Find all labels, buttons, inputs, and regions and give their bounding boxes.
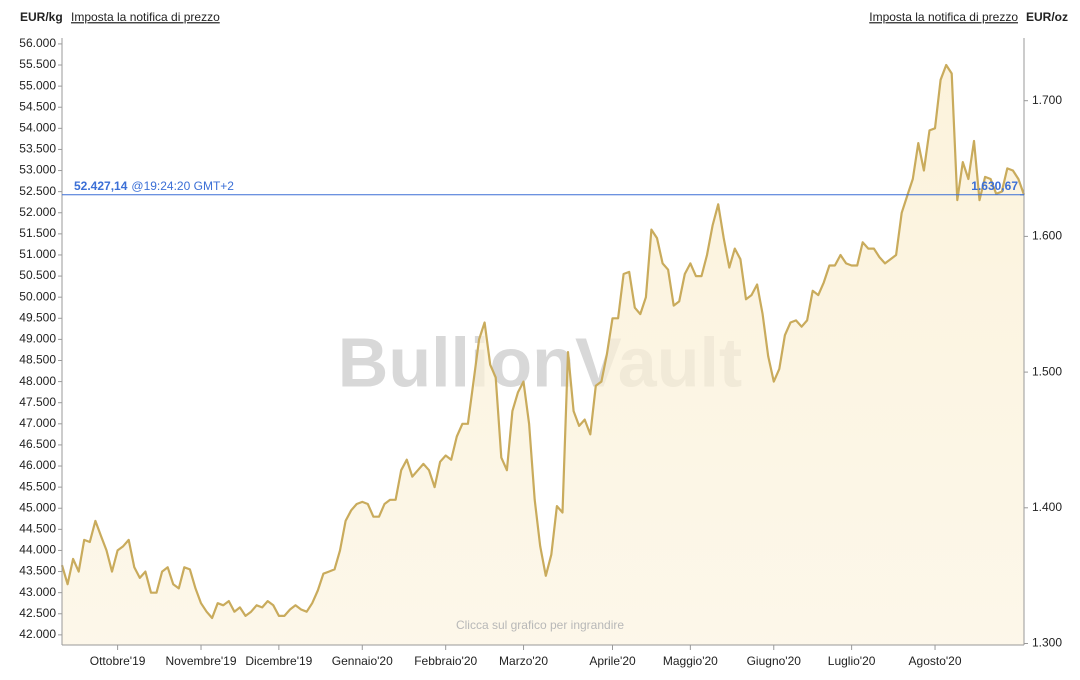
- price-label: 52.427,14: [74, 179, 128, 193]
- price-y2-label: 1.630,67: [971, 179, 1018, 193]
- y-tick-label: 43.000: [19, 585, 56, 599]
- y-tick-label: 51.000: [19, 247, 56, 261]
- y-tick-label: 53.500: [19, 142, 56, 156]
- y-tick-label: 52.500: [19, 184, 56, 198]
- x-tick-label: Giugno'20: [747, 654, 802, 668]
- y-tick-label: 43.500: [19, 564, 56, 578]
- y2-tick-label: 1.300: [1032, 636, 1062, 650]
- y-tick-label: 42.000: [19, 627, 56, 641]
- y-tick-label: 48.500: [19, 353, 56, 367]
- price-time: @19:24:20 GMT+2: [131, 179, 234, 193]
- y-tick-label: 44.500: [19, 522, 56, 536]
- y-tick-label: 45.000: [19, 500, 56, 514]
- y2-tick-label: 1.400: [1032, 500, 1062, 514]
- y-tick-label: 46.500: [19, 437, 56, 451]
- x-tick-label: Ottobre'19: [90, 654, 146, 668]
- y-tick-label: 54.000: [19, 121, 56, 135]
- x-tick-label: Marzo'20: [499, 654, 548, 668]
- left-unit: EUR/kg: [20, 10, 63, 24]
- y-tick-label: 55.000: [19, 78, 56, 92]
- y-tick-label: 52.000: [19, 205, 56, 219]
- y-tick-label: 51.500: [19, 226, 56, 240]
- y-tick-label: 42.500: [19, 606, 56, 620]
- x-tick-label: Agosto'20: [909, 654, 962, 668]
- y-tick-label: 49.500: [19, 310, 56, 324]
- y2-tick-label: 1.700: [1032, 93, 1062, 107]
- x-tick-label: Febbraio'20: [414, 654, 477, 668]
- line: [60, 63, 1026, 620]
- y-tick-label: 46.000: [19, 458, 56, 472]
- area: [62, 65, 1024, 645]
- y-tick-label: 55.500: [19, 57, 56, 71]
- y-tick-label: 50.000: [19, 289, 56, 303]
- x-tick-label: Maggio'20: [663, 654, 718, 668]
- y2-tick-label: 1.600: [1032, 229, 1062, 243]
- y-tick-label: 48.000: [19, 374, 56, 388]
- x-tick-label: Gennaio'20: [332, 654, 393, 668]
- y-tick-label: 50.500: [19, 268, 56, 282]
- price-alert-link[interactable]: Imposta la notifica di prezzo: [869, 10, 1018, 24]
- y-tick-label: 47.000: [19, 416, 56, 430]
- y-tick-label: 53.000: [19, 163, 56, 177]
- y-tick-label: 49.000: [19, 332, 56, 346]
- hint: Clicca sul grafico per ingrandire: [456, 618, 624, 632]
- x-tick-label: Dicembre'19: [245, 654, 312, 668]
- x-tick-label: Aprile'20: [589, 654, 636, 668]
- x-tick-label: Luglio'20: [828, 654, 876, 668]
- price-alert-link[interactable]: Imposta la notifica di prezzo: [71, 10, 220, 24]
- y2-tick-label: 1.500: [1032, 364, 1062, 378]
- y-tick-label: 56.000: [19, 36, 56, 50]
- y-tick-label: 47.500: [19, 395, 56, 409]
- y-tick-label: 44.000: [19, 543, 56, 557]
- y-tick-label: 54.500: [19, 99, 56, 113]
- y-tick-label: 45.500: [19, 479, 56, 493]
- x-tick-label: Novembre'19: [166, 654, 237, 668]
- right-unit: EUR/oz: [1026, 10, 1068, 24]
